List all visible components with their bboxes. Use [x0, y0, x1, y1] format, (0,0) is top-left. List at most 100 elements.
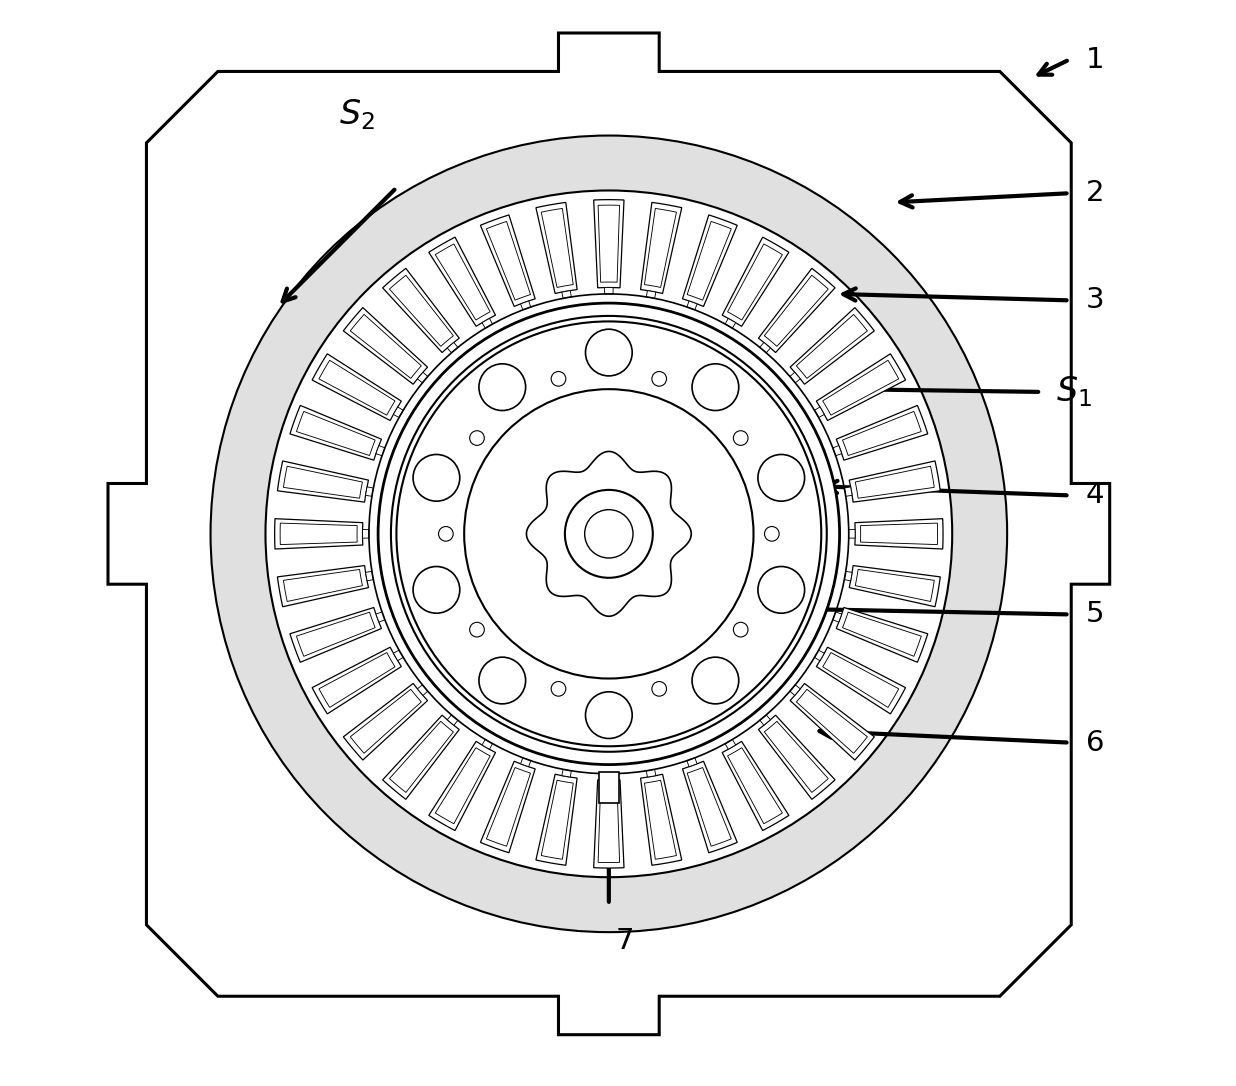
- Polygon shape: [429, 742, 496, 831]
- Polygon shape: [418, 372, 428, 383]
- Polygon shape: [764, 721, 828, 793]
- Polygon shape: [319, 361, 396, 415]
- Polygon shape: [843, 412, 921, 455]
- Polygon shape: [823, 653, 899, 707]
- Polygon shape: [849, 566, 941, 607]
- Bar: [598, 772, 619, 803]
- Circle shape: [692, 364, 739, 411]
- Polygon shape: [313, 647, 402, 714]
- Polygon shape: [541, 780, 574, 859]
- Polygon shape: [481, 761, 535, 853]
- Polygon shape: [598, 205, 619, 282]
- Circle shape: [391, 316, 827, 752]
- Polygon shape: [837, 405, 928, 460]
- Polygon shape: [687, 768, 732, 846]
- Polygon shape: [837, 607, 928, 662]
- Circle shape: [266, 190, 952, 877]
- Polygon shape: [350, 690, 421, 754]
- Circle shape: [692, 657, 739, 704]
- Polygon shape: [383, 716, 460, 799]
- Polygon shape: [281, 523, 357, 544]
- Polygon shape: [447, 715, 457, 725]
- Text: 3: 3: [1086, 287, 1105, 314]
- Circle shape: [413, 567, 460, 614]
- Polygon shape: [319, 653, 396, 707]
- Polygon shape: [728, 747, 782, 824]
- Polygon shape: [790, 683, 874, 760]
- Polygon shape: [844, 571, 852, 581]
- Polygon shape: [520, 758, 530, 767]
- Polygon shape: [598, 785, 619, 862]
- Polygon shape: [815, 651, 824, 660]
- Polygon shape: [482, 318, 492, 328]
- Text: 7: 7: [616, 927, 634, 956]
- Polygon shape: [726, 318, 735, 328]
- Polygon shape: [855, 466, 934, 498]
- Polygon shape: [816, 354, 906, 420]
- Circle shape: [551, 371, 566, 387]
- Circle shape: [514, 586, 533, 605]
- Circle shape: [765, 527, 779, 541]
- Polygon shape: [759, 716, 836, 799]
- Polygon shape: [350, 315, 421, 378]
- Polygon shape: [389, 275, 454, 346]
- Polygon shape: [640, 774, 682, 866]
- Polygon shape: [682, 215, 738, 306]
- Circle shape: [566, 624, 586, 644]
- Circle shape: [685, 586, 703, 605]
- Polygon shape: [290, 405, 382, 460]
- Polygon shape: [393, 407, 403, 417]
- Polygon shape: [447, 342, 457, 353]
- Polygon shape: [297, 412, 376, 455]
- Polygon shape: [520, 301, 530, 310]
- Polygon shape: [860, 523, 938, 544]
- Polygon shape: [290, 607, 382, 662]
- Polygon shape: [682, 761, 738, 853]
- Polygon shape: [728, 244, 782, 320]
- Polygon shape: [604, 773, 613, 780]
- Polygon shape: [383, 268, 460, 353]
- Polygon shape: [393, 651, 403, 660]
- Circle shape: [210, 136, 1007, 932]
- Polygon shape: [536, 202, 577, 293]
- Circle shape: [632, 425, 651, 443]
- Circle shape: [478, 657, 525, 704]
- Polygon shape: [593, 200, 624, 288]
- Polygon shape: [527, 452, 691, 616]
- Circle shape: [397, 321, 821, 746]
- Polygon shape: [646, 291, 656, 299]
- Polygon shape: [833, 611, 842, 622]
- Polygon shape: [297, 613, 376, 656]
- Polygon shape: [790, 372, 800, 383]
- Text: $S_2$: $S_2$: [339, 97, 375, 131]
- Polygon shape: [815, 407, 824, 417]
- Circle shape: [478, 364, 525, 411]
- Polygon shape: [366, 487, 373, 496]
- Text: $S_1$: $S_1$: [1056, 375, 1091, 409]
- Polygon shape: [435, 244, 491, 320]
- Polygon shape: [855, 569, 934, 602]
- Polygon shape: [722, 237, 789, 327]
- Circle shape: [565, 490, 653, 578]
- Polygon shape: [790, 685, 800, 695]
- Polygon shape: [844, 487, 852, 496]
- Polygon shape: [604, 288, 613, 294]
- Polygon shape: [849, 530, 855, 539]
- Polygon shape: [435, 747, 491, 824]
- Text: 6: 6: [1086, 729, 1105, 757]
- Polygon shape: [759, 268, 836, 353]
- Polygon shape: [843, 613, 921, 656]
- Circle shape: [494, 525, 513, 543]
- Polygon shape: [283, 569, 362, 602]
- Polygon shape: [344, 683, 428, 760]
- Polygon shape: [389, 721, 454, 793]
- Polygon shape: [283, 466, 362, 498]
- Polygon shape: [640, 202, 682, 293]
- Polygon shape: [593, 780, 624, 868]
- Circle shape: [551, 682, 566, 696]
- Polygon shape: [790, 307, 874, 384]
- Polygon shape: [562, 291, 571, 299]
- Polygon shape: [644, 780, 676, 859]
- Circle shape: [758, 567, 805, 614]
- Polygon shape: [796, 315, 868, 378]
